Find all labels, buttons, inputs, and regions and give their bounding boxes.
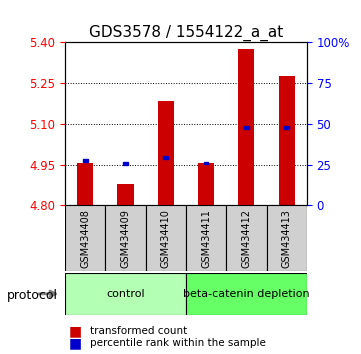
Text: ■: ■ [69,324,82,338]
Bar [284,126,289,129]
Bar [65,205,105,271]
Bar [77,163,93,205]
Bar [204,161,209,165]
Text: control: control [106,289,145,299]
Bar [123,162,128,165]
Bar [198,163,214,205]
Text: GSM434409: GSM434409 [121,209,130,268]
Bar [244,126,249,129]
Bar [105,205,145,271]
Bar [279,76,295,205]
Bar [163,156,168,159]
Bar [266,205,307,271]
Text: percentile rank within the sample: percentile rank within the sample [90,338,266,348]
Text: GSM434411: GSM434411 [201,209,211,268]
Bar [186,205,226,271]
Text: GSM434408: GSM434408 [80,209,90,268]
Text: transformed count: transformed count [90,326,187,336]
Text: ■: ■ [69,336,82,350]
Title: GDS3578 / 1554122_a_at: GDS3578 / 1554122_a_at [89,25,283,41]
Bar [145,205,186,271]
Text: beta-catenin depletion: beta-catenin depletion [183,289,310,299]
Bar [83,159,88,162]
Text: protocol: protocol [7,289,58,302]
Text: GSM434413: GSM434413 [282,209,292,268]
Text: GSM434412: GSM434412 [242,209,251,268]
Bar [65,273,186,315]
Bar [158,101,174,205]
Bar [117,184,134,205]
Bar [226,205,266,271]
Bar [238,49,255,205]
Text: GSM434410: GSM434410 [161,209,171,268]
Bar [186,273,307,315]
